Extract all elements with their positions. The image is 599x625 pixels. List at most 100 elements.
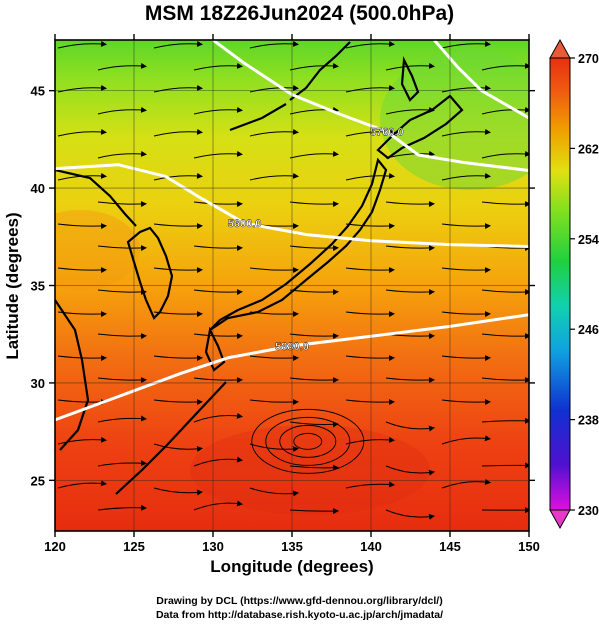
streamline [441,128,491,137]
y-axis-label: Latitude (degrees) [3,212,22,360]
streamline [193,456,243,467]
streamline [97,201,147,208]
colorbar-tick-label: 238 [578,414,599,428]
y-tick-label: 45 [31,84,45,99]
y-tick-label: 25 [31,473,45,488]
streamline [289,150,339,159]
y-tick-label: 35 [31,279,45,294]
streamline [57,267,107,274]
coast-kyushu [204,326,226,372]
colorbar-tick-label: 254 [578,233,599,247]
streamline [193,500,243,511]
streamline [441,478,491,489]
streamline [441,435,491,445]
streamline [249,399,299,406]
streamline [481,417,529,424]
streamline [385,201,435,208]
streamline [289,508,339,515]
streamline [153,487,203,496]
x-tick-label: 145 [439,539,461,554]
streamline [193,333,243,340]
streamline [97,504,147,511]
streamline [97,150,147,159]
y-tick-label: 40 [31,181,45,196]
streamline [57,128,107,137]
streamline [385,421,435,432]
x-tick-label: 135 [281,539,303,554]
streamline [441,355,491,362]
streamline [97,106,147,115]
streamline [249,267,299,274]
streamline [153,443,203,452]
streamline [57,223,107,230]
streamline [193,289,243,296]
coast-china [55,168,137,451]
streamline [249,355,299,362]
streamline [249,40,299,49]
credit-data: Data from http://database.rish.kyoto-u.a… [155,609,444,621]
streamline [153,172,203,181]
streamline [345,267,395,274]
streamline [97,377,147,384]
streamline [289,201,339,208]
streamline [153,355,203,362]
streamline [57,480,107,489]
contour-label: 5600.0 [228,218,262,230]
coast-hokkaido [376,94,464,160]
streamline [289,62,339,71]
coast-korea [126,226,174,320]
colorbar [549,57,571,511]
streamline [193,245,243,252]
colorbar-top-arrow [549,38,571,59]
streamline [289,245,339,252]
streamline [441,311,491,318]
colorbar-tick-label: 262 [578,142,599,156]
streamline [345,481,395,489]
streamline [441,223,491,230]
x-tick-label: 140 [360,539,382,554]
streamline [385,509,435,520]
streamline [249,172,299,181]
streamline [97,460,147,467]
y-axis-ticks: 25 30 35 40 45 [31,84,535,488]
colorbar-tick-label: 246 [578,323,599,337]
vortex-streamline [293,432,323,450]
streamline [441,84,491,93]
streamline [153,128,203,137]
streamline [345,172,395,181]
streamline [249,443,299,453]
streamline [153,84,203,93]
streamline [249,84,299,93]
streamline [481,150,529,159]
streamline [441,172,491,181]
streamline [441,399,491,406]
streamline [345,355,395,362]
colorbar-tick-label: 230 [578,504,599,518]
streamline [441,267,491,274]
streamline [289,106,339,115]
streamline [97,415,147,423]
x-tick-label: 120 [44,539,66,554]
contour-label: 5760.0 [370,127,404,139]
streamline [385,465,435,476]
streamline [193,377,243,384]
x-tick-label: 150 [518,539,540,554]
streamline [57,40,107,49]
coast-russia [229,41,351,132]
x-tick-label: 125 [123,539,145,554]
streamline [289,464,339,471]
coastlines [55,41,464,495]
streamline [57,436,107,445]
colorbar-ticks: 270 262 254 246 238 230 [570,52,599,518]
height-contour [54,313,530,422]
vortex-streamline [265,416,351,466]
streamline [385,62,435,71]
field-tints [55,50,529,515]
streamline [193,106,243,115]
streamline [481,377,529,384]
streamline [345,84,395,93]
streamline [289,421,339,428]
streamline [193,201,243,208]
streamline [385,377,435,384]
vortex-streamline [251,408,365,474]
